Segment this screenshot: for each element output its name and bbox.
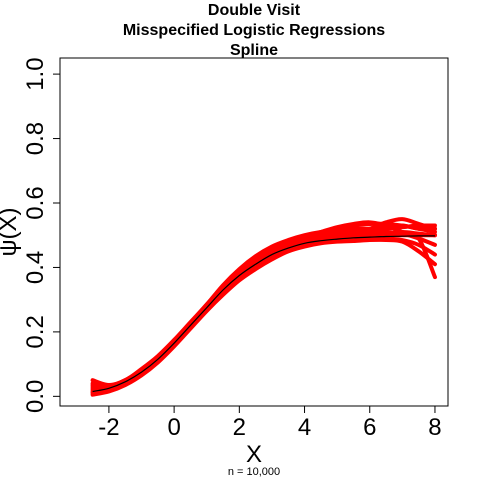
simulation-curve [90,220,437,389]
x-tick-label: 8 [428,414,441,441]
y-axis: 0.0 0.2 0.4 0.6 0.8 1.0 [22,57,61,413]
y-tick-label: 0.2 [22,315,49,348]
x-tick-label: 0 [167,414,180,441]
x-tick-label: 6 [363,414,376,441]
y-axis-label: ψ(X) [0,207,22,256]
y-tick-label: 0.0 [22,380,49,413]
title-line: Spline [230,42,278,59]
x-tick-label: 2 [233,414,246,441]
y-tick-label: 1.0 [22,57,49,90]
simulation-curves [90,217,437,397]
y-tick-label: 0.4 [22,251,49,284]
x-axis-label: X [246,441,262,468]
x-tick-label: -2 [98,414,119,441]
simulation-curve [90,223,437,388]
chart-title: Double Visit Misspecified Logistic Regres… [123,2,385,59]
title-line: Misspecified Logistic Regressions [123,22,385,39]
true-curve [92,235,435,393]
x-tick-label: 4 [298,414,311,441]
y-tick-label: 0.6 [22,186,49,219]
simulation-curve [90,217,437,389]
sample-size-note: n = 10,000 [228,466,280,478]
title-line: Double Visit [208,2,301,19]
y-tick-label: 0.8 [22,122,49,155]
x-axis: -2 0 2 4 6 8 [98,405,442,441]
true-curve-line [92,235,435,393]
